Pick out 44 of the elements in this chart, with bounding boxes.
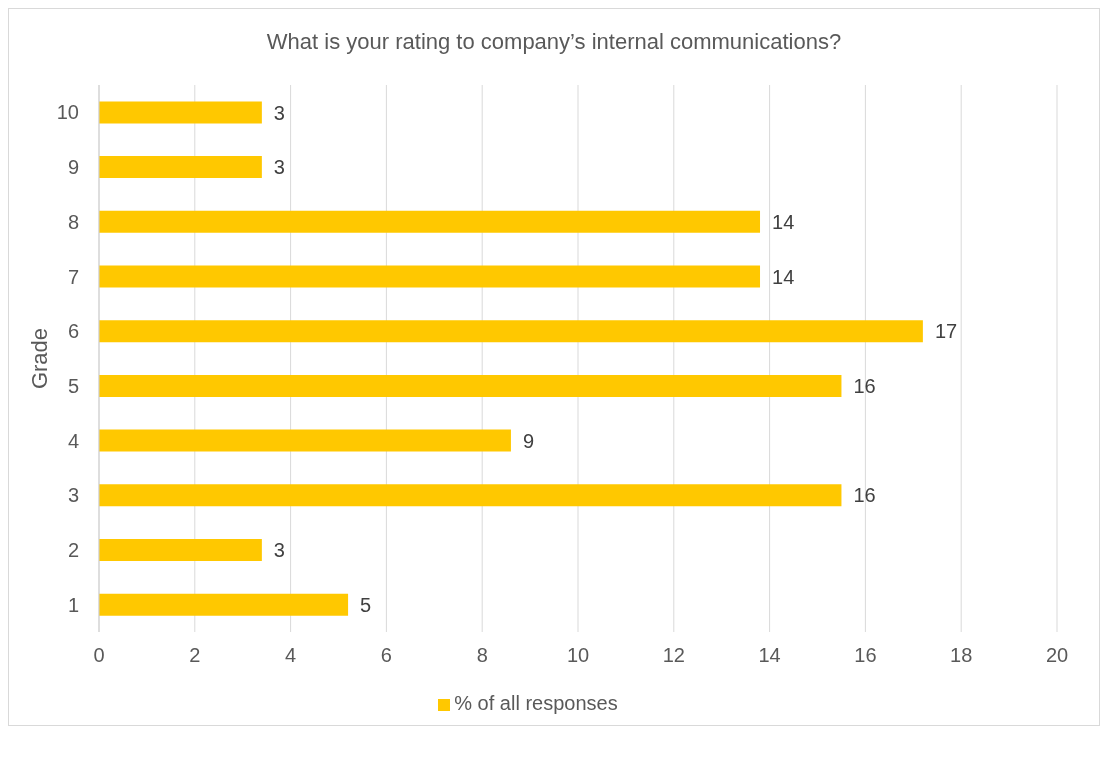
- bar: [99, 265, 761, 288]
- x-tick-label: 0: [93, 644, 105, 667]
- x-tick-label: 14: [758, 644, 781, 667]
- y-tick-label: 10: [56, 101, 79, 124]
- bar: [99, 484, 842, 507]
- x-tick-label: 10: [566, 644, 590, 667]
- bar: [99, 210, 761, 233]
- data-label: 14: [772, 265, 795, 288]
- bar: [99, 593, 349, 616]
- y-tick-label: 6: [67, 320, 79, 343]
- data-label: 14: [772, 210, 795, 233]
- bar: [99, 374, 842, 397]
- y-tick-label: 2: [67, 539, 79, 562]
- x-tick-label: 16: [854, 644, 877, 667]
- bar: [99, 539, 262, 562]
- y-tick-label: 4: [67, 429, 79, 452]
- data-label: 16: [853, 484, 876, 507]
- x-tick-label: 20: [1045, 644, 1069, 667]
- data-label: 3: [273, 156, 285, 179]
- x-tick-label: 4: [285, 644, 297, 667]
- data-label: 9: [522, 429, 535, 452]
- bar: [99, 320, 923, 343]
- y-tick-label: 7: [67, 265, 79, 288]
- x-tick-label: 2: [189, 644, 201, 667]
- legend-label: % of all responses: [454, 692, 618, 714]
- data-label: 17: [934, 320, 958, 343]
- x-tick-label: 6: [380, 644, 392, 667]
- data-label: 3: [273, 539, 285, 562]
- bar: [99, 101, 262, 124]
- x-tick-label: 8: [476, 644, 488, 667]
- bar: [99, 429, 511, 452]
- y-tick-label: 9: [67, 156, 79, 179]
- chart-title: What is your rating to company’s internal communications?: [265, 28, 843, 56]
- y-tick-label: 5: [67, 374, 79, 397]
- x-tick-label: 18: [950, 644, 973, 667]
- data-label: 3: [273, 101, 285, 124]
- y-tick-label: 3: [67, 484, 79, 507]
- y-tick-label: 8: [67, 210, 79, 233]
- y-tick-label: 1: [67, 593, 79, 616]
- data-label: 16: [853, 375, 876, 398]
- x-tick-label: 12: [662, 644, 685, 667]
- data-label: 5: [360, 593, 372, 616]
- y-axis-title: Grade: [26, 327, 52, 390]
- bar: [99, 156, 262, 179]
